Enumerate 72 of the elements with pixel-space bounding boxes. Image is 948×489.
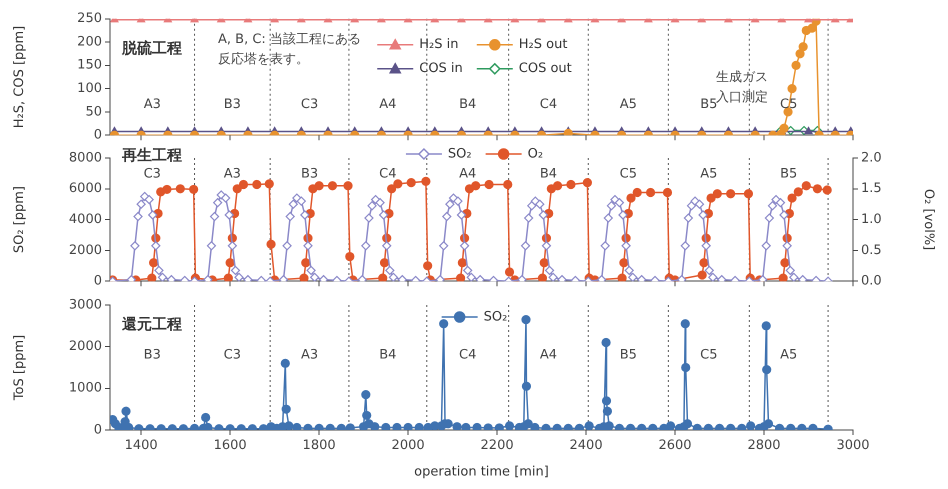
annotation: C3 — [144, 166, 161, 182]
legend-label: COS out — [518, 61, 572, 76]
annotation: A5 — [780, 347, 798, 362]
x-tick-label: 1800 — [302, 438, 336, 454]
x-tick-label: 1600 — [214, 438, 247, 454]
legend-label: SO₂ — [448, 146, 472, 162]
x-tick-label: 2800 — [747, 438, 781, 454]
x-tick-label: 2400 — [570, 438, 603, 454]
y-tick-label: 2000 — [68, 242, 102, 258]
legend-label: O₂ — [528, 146, 544, 162]
y2-tick-label: 2.0 — [861, 150, 882, 166]
y2-tick-label: 0.0 — [861, 274, 882, 289]
y-tick-label: 3000 — [68, 297, 102, 312]
annotation: B3 — [224, 97, 241, 112]
annotation: B4 — [459, 97, 476, 112]
x-tick-label: 2200 — [480, 438, 514, 454]
annotation: C3 — [224, 347, 242, 362]
y2-tick-label: 1.0 — [861, 212, 882, 227]
legend-label: H₂S out — [518, 37, 568, 52]
y-tick-label: 6000 — [68, 181, 102, 196]
y2-tick-label: 0.5 — [861, 242, 882, 258]
annotation: A3 — [224, 166, 241, 182]
annotation: A4 — [540, 347, 558, 362]
x-tick-label: 3000 — [836, 438, 870, 454]
y-axis-title: H₂S, COS [ppm] — [12, 26, 28, 128]
annotation: C4 — [459, 347, 476, 362]
annotation: B5 — [780, 166, 798, 182]
annotation: C3 — [300, 97, 318, 112]
text: 還元工程 — [121, 315, 182, 333]
y2-axis-title: O₂ [vol%] — [920, 188, 936, 250]
annotation: B3 — [300, 166, 318, 182]
annotation: A4 — [459, 166, 476, 182]
annotation: B5 — [620, 347, 637, 362]
annotation: C5 — [620, 166, 637, 182]
x-axis-title: operation time [min] — [414, 464, 549, 480]
y-tick-label: 8000 — [68, 150, 102, 166]
text: 脱硫工程 — [121, 38, 182, 57]
y-tick-label: 150 — [77, 58, 102, 73]
y-tick-label: 0 — [94, 274, 102, 289]
annotation: A3 — [144, 97, 161, 112]
annotation: B3 — [144, 347, 161, 362]
annotation: B5 — [700, 97, 718, 112]
legend-label: SO₂ — [484, 309, 508, 324]
y-axis-title: ToS [ppm] — [12, 334, 28, 402]
y-tick-label: 1000 — [68, 380, 102, 396]
annotation: C4 — [540, 97, 558, 112]
x-tick-label: 2600 — [658, 438, 692, 454]
legend-label: COS in — [419, 61, 463, 76]
annotation: A5 — [700, 166, 718, 182]
annotation: 生成ガス入口測定 — [716, 70, 768, 105]
y-tick-label: 200 — [77, 34, 102, 50]
y-axis-title: SO₂ [ppm] — [12, 186, 28, 254]
y-tick-label: 2000 — [68, 339, 102, 354]
legend-label: H₂S in — [419, 37, 458, 52]
annotation: B4 — [379, 347, 396, 362]
y-tick-label: 50 — [85, 104, 102, 120]
annotation: A4 — [379, 97, 396, 112]
annotation: C4 — [379, 166, 397, 182]
annotation: A, B, C: 当該工程にある反応塔を表す。 — [218, 30, 361, 67]
y-tick-label: 100 — [77, 81, 102, 96]
annotation: A5 — [620, 97, 637, 112]
y2-tick-label: 1.5 — [861, 181, 882, 196]
x-tick-label: 2000 — [392, 438, 425, 454]
y-tick-label: 4000 — [68, 212, 102, 227]
annotation: B4 — [540, 166, 558, 182]
annotation: C5 — [700, 347, 718, 362]
y-tick-label: 250 — [77, 11, 102, 26]
y-tick-label: 0 — [94, 422, 102, 438]
annotation: A3 — [300, 347, 318, 362]
chart-title: 再生工程 — [121, 146, 182, 164]
x-tick-label: 1400 — [124, 438, 158, 454]
y-tick-label: 0 — [94, 128, 102, 143]
